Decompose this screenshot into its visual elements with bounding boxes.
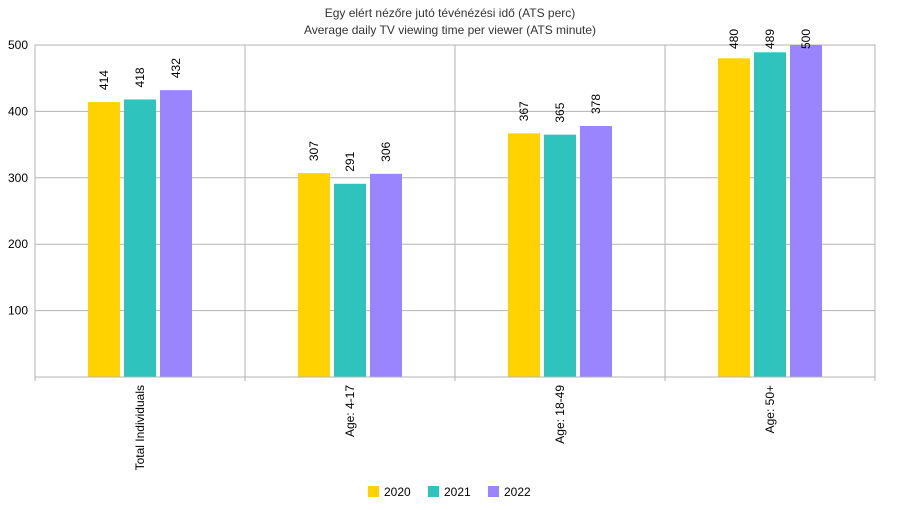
category-label: Total Individuals: [133, 385, 147, 470]
legend-label: 2021: [444, 485, 471, 499]
value-label: 418: [133, 67, 147, 87]
value-label: 365: [553, 102, 567, 122]
bars: [88, 45, 822, 378]
bar: [88, 102, 120, 377]
bar: [580, 126, 612, 378]
category-label: Age: 4-17: [343, 385, 357, 437]
chart-subtitle: Average daily TV viewing time per viewer…: [304, 23, 596, 37]
value-label: 432: [169, 58, 183, 78]
bar: [124, 99, 156, 377]
value-label: 367: [517, 101, 531, 121]
value-label: 378: [589, 94, 603, 114]
bar: [298, 173, 330, 377]
value-label: 306: [379, 141, 393, 161]
y-tick-label: 500: [8, 38, 28, 52]
category-label: Age: 50+: [763, 385, 777, 433]
legend: 2020 2021 2022: [368, 485, 531, 499]
bar: [508, 133, 540, 377]
category-label: Age: 18-49: [553, 385, 567, 444]
y-tick-label: 100: [8, 304, 28, 318]
y-tick-label: 400: [8, 104, 28, 118]
value-label: 480: [727, 29, 741, 49]
y-tick-label: 300: [8, 171, 28, 185]
legend-swatch: [368, 486, 379, 497]
bar: [370, 173, 402, 377]
bar: [718, 58, 750, 377]
y-tick-label: 200: [8, 237, 28, 251]
value-label: 489: [763, 29, 777, 49]
legend-label: 2022: [504, 485, 531, 499]
bar: [160, 90, 192, 377]
bar: [334, 183, 366, 377]
legend-label: 2020: [384, 485, 411, 499]
bar: [790, 45, 822, 377]
legend-swatch: [428, 486, 439, 497]
value-label: 414: [97, 70, 111, 90]
value-labels: 414 418 432 307 291 306 367 365 378 480 489 500: [97, 29, 813, 172]
value-label: 500: [799, 29, 813, 49]
bar: [754, 52, 786, 377]
axes: 100 200 300 400 500 Total Individuals Age: 4-1…: [8, 38, 876, 470]
bar: [544, 134, 576, 377]
value-label: 291: [343, 151, 357, 171]
legend-swatch: [488, 486, 499, 497]
value-label: 307: [307, 141, 321, 161]
chart-title: Egy elért nézőre jutó tévénézési idő (AT…: [325, 6, 576, 20]
